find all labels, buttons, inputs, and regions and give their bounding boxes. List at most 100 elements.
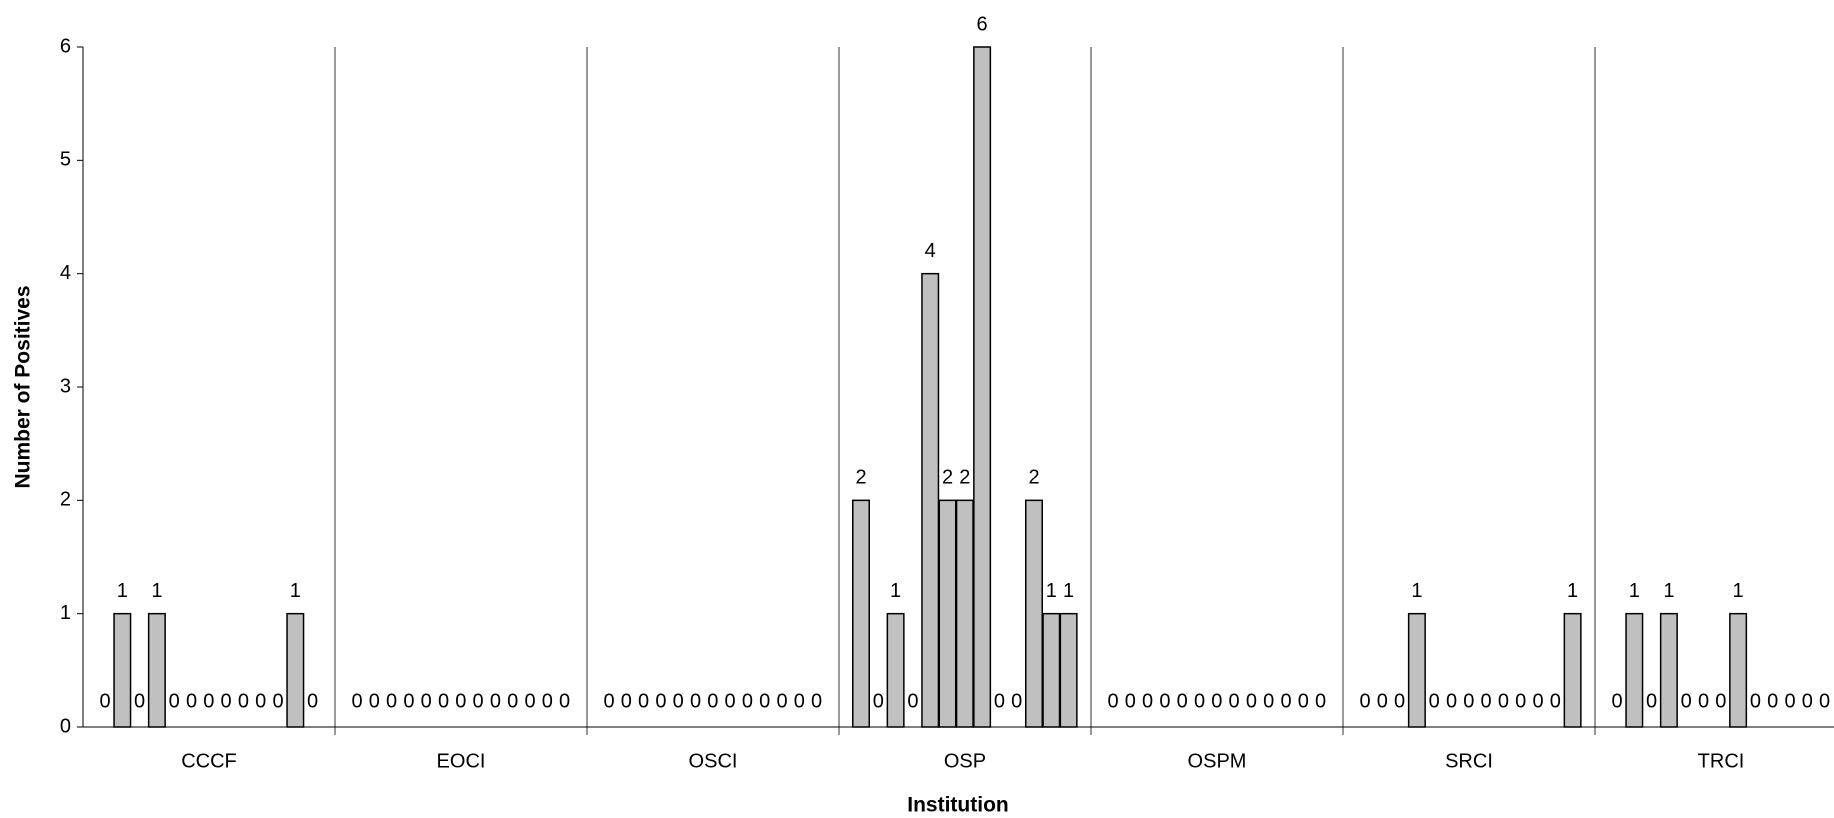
x-tick-label: OSPM — [1188, 750, 1247, 772]
data-label: 0 — [403, 690, 414, 712]
bar — [1407, 612, 1426, 728]
data-label: 1 — [151, 580, 162, 602]
data-label: 0 — [186, 690, 197, 712]
data-label: 0 — [776, 690, 787, 712]
data-label: 0 — [1177, 690, 1188, 712]
data-label: 6 — [977, 13, 988, 35]
data-label: 2 — [942, 467, 953, 489]
data-label: 0 — [1819, 690, 1830, 712]
data-label: 0 — [221, 690, 232, 712]
bar — [938, 499, 957, 728]
data-label: 0 — [1481, 690, 1492, 712]
bar — [921, 272, 940, 728]
data-label: 0 — [272, 690, 283, 712]
data-label: 0 — [759, 690, 770, 712]
bar — [955, 499, 974, 728]
x-tick-label: OSP — [944, 750, 986, 772]
data-label: 0 — [707, 690, 718, 712]
x-tick-label: CCCF — [181, 750, 237, 772]
data-label: 0 — [238, 690, 249, 712]
bar — [1729, 612, 1748, 728]
data-label: 0 — [1159, 690, 1170, 712]
data-label: 0 — [1107, 690, 1118, 712]
bar — [852, 499, 870, 728]
data-label: 0 — [1646, 690, 1657, 712]
data-label: 0 — [1263, 690, 1274, 712]
bar — [973, 46, 992, 728]
data-label: 0 — [1359, 690, 1370, 712]
data-label: 0 — [1463, 690, 1474, 712]
data-label: 0 — [794, 690, 805, 712]
data-label: 0 — [1784, 690, 1795, 712]
data-label: 2 — [959, 467, 970, 489]
bar — [147, 612, 166, 728]
data-label: 1 — [1629, 580, 1640, 602]
y-tick-label: 6 — [60, 35, 71, 57]
bar — [113, 612, 132, 728]
data-label: 1 — [1411, 580, 1422, 602]
data-label: 0 — [603, 690, 614, 712]
data-label: 0 — [507, 690, 518, 712]
data-label: 0 — [907, 690, 918, 712]
data-label: 1 — [1063, 580, 1074, 602]
data-label: 0 — [1142, 690, 1153, 712]
data-label: 0 — [742, 690, 753, 712]
data-label: 0 — [1194, 690, 1205, 712]
data-label: 0 — [369, 690, 380, 712]
y-tick-label: 5 — [60, 149, 71, 171]
x-tick-label: OSCI — [689, 750, 738, 772]
data-label: 0 — [421, 690, 432, 712]
data-label: 0 — [994, 690, 1005, 712]
y-tick-label: 1 — [60, 602, 71, 624]
data-label: 0 — [621, 690, 632, 712]
data-label: 0 — [1446, 690, 1457, 712]
data-label: 0 — [638, 690, 649, 712]
data-label: 1 — [117, 580, 128, 602]
data-label: 1 — [890, 580, 901, 602]
y-tick-label: 3 — [60, 375, 71, 397]
data-label: 0 — [1611, 690, 1622, 712]
data-label: 0 — [1698, 690, 1709, 712]
data-label: 0 — [255, 690, 266, 712]
data-label: 0 — [1315, 690, 1326, 712]
data-label: 0 — [655, 690, 666, 712]
x-tick-label: TRCI — [1698, 750, 1745, 772]
data-label: 0 — [1298, 690, 1309, 712]
data-label: 0 — [1211, 690, 1222, 712]
data-label: 0 — [873, 690, 884, 712]
data-label: 0 — [386, 690, 397, 712]
data-label: 0 — [1125, 690, 1136, 712]
data-label: 0 — [559, 690, 570, 712]
data-label: 1 — [1663, 580, 1674, 602]
bar — [1659, 612, 1678, 728]
bar — [1625, 612, 1644, 728]
data-label: 2 — [855, 467, 866, 489]
data-label: 0 — [1532, 690, 1543, 712]
data-label: 0 — [169, 690, 180, 712]
bar — [1059, 612, 1078, 728]
data-label: 0 — [811, 690, 822, 712]
data-label: 1 — [1567, 580, 1578, 602]
data-label: 0 — [1280, 690, 1291, 712]
bar — [1563, 612, 1582, 728]
bar — [1025, 499, 1043, 728]
data-label: 0 — [455, 690, 466, 712]
data-label: 0 — [473, 690, 484, 712]
data-label: 0 — [1498, 690, 1509, 712]
data-label: 0 — [490, 690, 501, 712]
data-label: 0 — [725, 690, 736, 712]
data-label: 0 — [134, 690, 145, 712]
data-label: 0 — [1681, 690, 1692, 712]
y-tick-label: 2 — [60, 489, 71, 511]
data-label: 0 — [438, 690, 449, 712]
data-label: 1 — [290, 580, 301, 602]
data-label: 2 — [1028, 467, 1039, 489]
data-label: 0 — [351, 690, 362, 712]
data-label: 0 — [1802, 690, 1813, 712]
data-label: 0 — [1246, 690, 1257, 712]
data-label: 0 — [1767, 690, 1778, 712]
data-label: 0 — [1011, 690, 1022, 712]
bar — [286, 612, 305, 728]
data-label: 0 — [1377, 690, 1388, 712]
